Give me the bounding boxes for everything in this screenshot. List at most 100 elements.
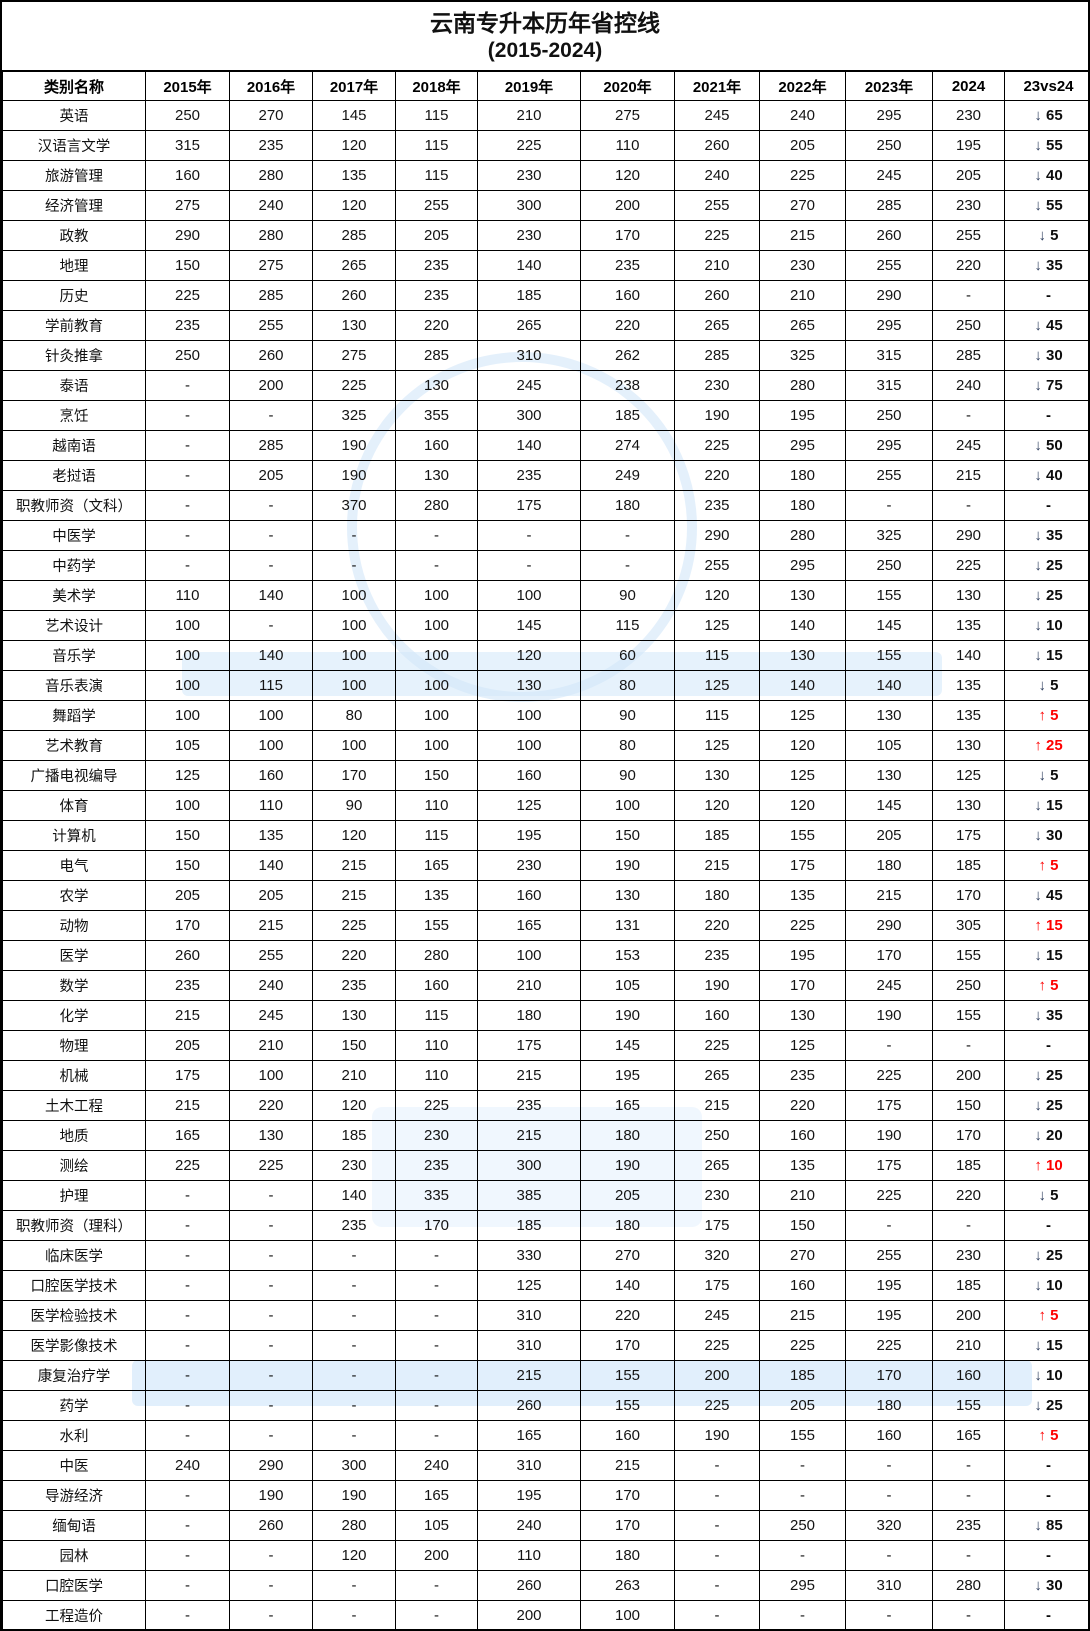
table-row: 医学 260 255 220 280 100 153 235 195 170 155 ↓ 15 bbox=[2, 940, 1088, 971]
score-cell: 205 bbox=[145, 880, 230, 911]
category-cell: 广播电视编导 bbox=[2, 760, 146, 791]
score-cell: 265 bbox=[477, 310, 581, 341]
score-cell: 235 bbox=[395, 1150, 478, 1181]
table-row: 机械 175 100 210 110 215 195 265 235 225 200 ↓ 25 bbox=[2, 1060, 1088, 1091]
score-cell: 205 bbox=[145, 1030, 230, 1061]
score-cell: 240 bbox=[229, 970, 313, 1001]
score-cell: 285 bbox=[229, 280, 313, 311]
score-cell: 160 bbox=[145, 160, 230, 191]
score-cell: 210 bbox=[477, 100, 581, 131]
score-cell: 100 bbox=[477, 700, 581, 731]
score-cell: 190 bbox=[312, 1480, 396, 1511]
arrow-up-icon: ↑ bbox=[1038, 1427, 1046, 1444]
category-cell: 缅甸语 bbox=[2, 1510, 146, 1541]
arrow-up-icon: ↑ bbox=[1038, 707, 1046, 724]
category-cell: 中药学 bbox=[2, 550, 146, 581]
score-cell: 300 bbox=[477, 400, 581, 431]
score-cell: - bbox=[145, 370, 230, 401]
score-cell: 230 bbox=[312, 1150, 396, 1181]
score-cell: 220 bbox=[229, 1090, 313, 1121]
table-row: 临床医学 - - - -330 270 320 270 255 230 ↓ 25 bbox=[2, 1240, 1088, 1271]
arrow-down-icon: ↓ bbox=[1034, 527, 1042, 544]
score-cell: 80 bbox=[580, 730, 675, 761]
score-cell: 265 bbox=[312, 250, 396, 281]
category-cell: 口腔医学技术 bbox=[2, 1270, 146, 1301]
score-cell: 385 bbox=[477, 1180, 581, 1211]
arrow-down-icon: ↓ bbox=[1034, 1337, 1042, 1354]
category-cell: 农学 bbox=[2, 880, 146, 911]
score-cell: - bbox=[674, 1510, 760, 1541]
score-cell: 355 bbox=[395, 400, 478, 431]
score-cell: 235 bbox=[312, 1210, 396, 1241]
score-cell: 305 bbox=[932, 910, 1005, 941]
score-cell: 100 bbox=[312, 670, 396, 701]
score-cell: 230 bbox=[477, 160, 581, 191]
score-cell: 175 bbox=[477, 1030, 581, 1061]
score-cell: 230 bbox=[932, 1240, 1005, 1271]
score-cell: 200 bbox=[932, 1060, 1005, 1091]
score-cell: 100 bbox=[395, 610, 478, 641]
score-cell: 205 bbox=[395, 220, 478, 251]
score-cell: 265 bbox=[674, 1060, 760, 1091]
score-cell: 220 bbox=[312, 940, 396, 971]
score-cell: - bbox=[145, 1600, 230, 1629]
column-header-1: 2015年 bbox=[145, 71, 230, 101]
arrow-down-icon: ↓ bbox=[1034, 557, 1042, 574]
score-cell: 245 bbox=[674, 1300, 760, 1331]
score-cell: 250 bbox=[145, 340, 230, 371]
diff-cell: - bbox=[1004, 1210, 1088, 1241]
score-cell: 315 bbox=[845, 340, 933, 371]
score-cell: 235 bbox=[395, 250, 478, 281]
score-cell: - bbox=[395, 1570, 478, 1601]
score-cell: 140 bbox=[845, 670, 933, 701]
score-cell: 225 bbox=[477, 130, 581, 161]
table-row: 地理 150 275 265 235 140 235 210 230 255 220 ↓ 35 bbox=[2, 250, 1088, 281]
score-cell: 175 bbox=[674, 1270, 760, 1301]
score-cell: - bbox=[145, 1420, 230, 1451]
page-title-years: (2015-2024) bbox=[487, 38, 603, 62]
score-cell: - bbox=[145, 490, 230, 521]
score-cell: 185 bbox=[580, 400, 675, 431]
category-cell: 药学 bbox=[2, 1390, 146, 1421]
table-row: 英语 250 270 145 115 210 275 245 240 295 230 ↓ 65 bbox=[2, 100, 1088, 131]
score-cell: 200 bbox=[477, 1600, 581, 1629]
score-cell: 153 bbox=[580, 940, 675, 971]
score-cell: 215 bbox=[477, 1120, 581, 1151]
table-row: 学前教育 235 255 130 220 265 220 265 265 295 250 ↓ 45 bbox=[2, 310, 1088, 341]
table-row: 口腔医学技术 - - - -125 140 175 160 195 185 ↓ 10 bbox=[2, 1270, 1088, 1301]
score-cell: 225 bbox=[845, 1060, 933, 1091]
table-row: 缅甸语 -260 280 105 240 170-250 320 235 ↓ 85 bbox=[2, 1510, 1088, 1541]
score-cell: 280 bbox=[312, 1510, 396, 1541]
score-cell: 175 bbox=[477, 490, 581, 521]
score-cell: 100 bbox=[145, 610, 230, 641]
score-cell: 225 bbox=[759, 160, 846, 191]
score-cell: 220 bbox=[674, 460, 760, 491]
score-cell: 135 bbox=[759, 1150, 846, 1181]
table-row: 医学检验技术 - - - -310 220 245 215 195 200 ↑ 5 bbox=[2, 1300, 1088, 1331]
score-cell: 130 bbox=[845, 760, 933, 791]
table-row: 工程造价 - - - -200 100- - - - - bbox=[2, 1600, 1088, 1629]
score-cell: 210 bbox=[759, 280, 846, 311]
score-cell: - bbox=[312, 1240, 396, 1271]
category-cell: 英语 bbox=[2, 100, 146, 131]
score-cell: 120 bbox=[674, 580, 760, 611]
table-row: 旅游管理 160 280 135 115 230 120 240 225 245 205 ↓ 40 bbox=[2, 160, 1088, 191]
score-cell: 160 bbox=[845, 1420, 933, 1451]
category-cell: 舞蹈学 bbox=[2, 700, 146, 731]
arrow-down-icon: ↓ bbox=[1034, 797, 1042, 814]
score-cell: 300 bbox=[477, 1150, 581, 1181]
category-cell: 导游经济 bbox=[2, 1480, 146, 1511]
score-cell: 100 bbox=[395, 730, 478, 761]
score-cell: 125 bbox=[759, 1030, 846, 1061]
score-cell: 240 bbox=[674, 160, 760, 191]
score-cell: - bbox=[145, 1240, 230, 1271]
score-cell: 215 bbox=[477, 1060, 581, 1091]
score-cell: 105 bbox=[845, 730, 933, 761]
score-cell: 325 bbox=[312, 400, 396, 431]
table-row: 中医学 - - - - - -290 280 325 290 ↓ 35 bbox=[2, 520, 1088, 551]
table-row: 医学影像技术 - - - -310 170 225 225 225 210 ↓ 15 bbox=[2, 1330, 1088, 1361]
score-cell: 260 bbox=[845, 220, 933, 251]
score-cell: 255 bbox=[229, 940, 313, 971]
diff-cell: ↓ 30 bbox=[1004, 340, 1088, 371]
score-cell: 210 bbox=[229, 1030, 313, 1061]
